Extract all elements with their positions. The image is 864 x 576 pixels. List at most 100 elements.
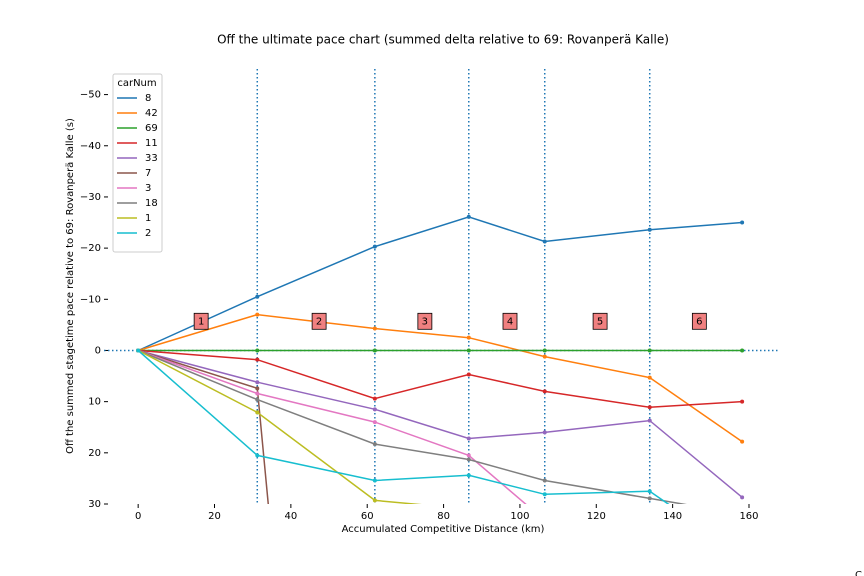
point xyxy=(466,473,471,478)
y-tick-label: 10 xyxy=(88,397,101,408)
point xyxy=(740,399,745,404)
x-tick-label: 60 xyxy=(361,511,374,522)
x-tick-label: 0 xyxy=(135,511,141,522)
series-line xyxy=(137,216,743,352)
point xyxy=(372,498,377,503)
point xyxy=(466,348,471,353)
point xyxy=(466,214,471,219)
x-tick-label: 160 xyxy=(739,511,758,522)
point xyxy=(372,326,377,331)
stage-label: 2 xyxy=(316,316,322,327)
stage-label: 6 xyxy=(696,316,702,327)
stage-label: 5 xyxy=(597,316,603,327)
legend-label: 18 xyxy=(145,198,158,209)
y-tick-label: −20 xyxy=(80,243,101,254)
point xyxy=(740,348,745,353)
legend-label: 1 xyxy=(145,213,151,224)
point xyxy=(255,386,260,391)
x-tick-label: 140 xyxy=(663,511,682,522)
legend-label: 7 xyxy=(145,168,151,179)
y-tick-label: −30 xyxy=(80,192,101,203)
x-tick-label: 40 xyxy=(284,511,297,522)
point xyxy=(466,335,471,340)
point xyxy=(255,348,260,353)
point xyxy=(136,348,141,353)
point xyxy=(543,518,547,522)
point xyxy=(647,489,652,494)
point xyxy=(647,418,652,423)
stage-label-box xyxy=(311,312,327,330)
stage-label-box xyxy=(691,312,707,330)
point xyxy=(647,348,652,353)
legend-box xyxy=(112,73,163,253)
point xyxy=(466,457,471,462)
x-tick-label: 120 xyxy=(587,511,606,522)
point xyxy=(647,375,652,380)
point xyxy=(647,227,652,232)
point xyxy=(255,380,260,385)
plot-area xyxy=(136,214,745,557)
point xyxy=(466,436,471,441)
y-tick-label: −10 xyxy=(80,294,101,305)
point xyxy=(372,396,377,401)
point xyxy=(372,442,377,447)
y-axis-label: Off the summed stagetime pace relative t… xyxy=(65,118,76,454)
stage-label-box xyxy=(417,312,433,330)
point xyxy=(255,453,260,458)
stage-label: 3 xyxy=(422,316,428,327)
y-tick-label: −40 xyxy=(80,141,101,152)
chart-title: Off the ultimate pace chart (summed delt… xyxy=(217,33,669,47)
point xyxy=(255,357,260,362)
point xyxy=(372,348,377,353)
point xyxy=(372,420,377,425)
y-tick-label: 0 xyxy=(95,345,101,356)
y-tick-label: 20 xyxy=(88,448,101,459)
point xyxy=(542,348,547,353)
point xyxy=(255,397,260,402)
point xyxy=(255,410,260,415)
point xyxy=(467,507,471,511)
point xyxy=(647,405,652,410)
x-tick-label: 80 xyxy=(437,511,450,522)
series-line xyxy=(137,349,270,504)
x-tick-label: 100 xyxy=(510,511,529,522)
point xyxy=(372,407,377,412)
point xyxy=(740,553,744,557)
legend-label: 3 xyxy=(145,183,151,194)
series-line xyxy=(138,349,743,498)
point xyxy=(542,478,547,483)
legend-label: 8 xyxy=(145,93,151,104)
point xyxy=(647,496,652,501)
stage-label: 1 xyxy=(198,316,204,327)
x-tick-label: 20 xyxy=(208,511,221,522)
point xyxy=(740,220,745,225)
point xyxy=(740,495,745,500)
legend-label: 33 xyxy=(145,153,158,164)
stage-label-box xyxy=(193,312,209,330)
point xyxy=(542,389,547,394)
point xyxy=(466,372,471,377)
stage-label: 4 xyxy=(507,316,513,327)
point xyxy=(466,453,471,458)
point xyxy=(542,239,547,244)
point xyxy=(542,354,547,359)
point xyxy=(255,312,260,317)
legend-label: 69 xyxy=(145,123,158,134)
y-tick-label: 30 xyxy=(88,499,101,510)
x-axis-label: Accumulated Competitive Distance (km) xyxy=(342,524,545,535)
legend-label: 42 xyxy=(145,108,158,119)
corner-text: C xyxy=(855,570,862,576)
point xyxy=(372,244,377,249)
y-tick-label: −50 xyxy=(80,90,101,101)
legend-label: 2 xyxy=(145,228,151,239)
legend-label: 11 xyxy=(145,138,158,149)
point xyxy=(542,430,547,435)
point xyxy=(255,391,260,396)
stage-label-box xyxy=(502,312,518,330)
point xyxy=(542,492,547,497)
legend-title: carNum xyxy=(117,78,156,89)
point xyxy=(740,439,745,444)
series-line xyxy=(137,349,422,504)
